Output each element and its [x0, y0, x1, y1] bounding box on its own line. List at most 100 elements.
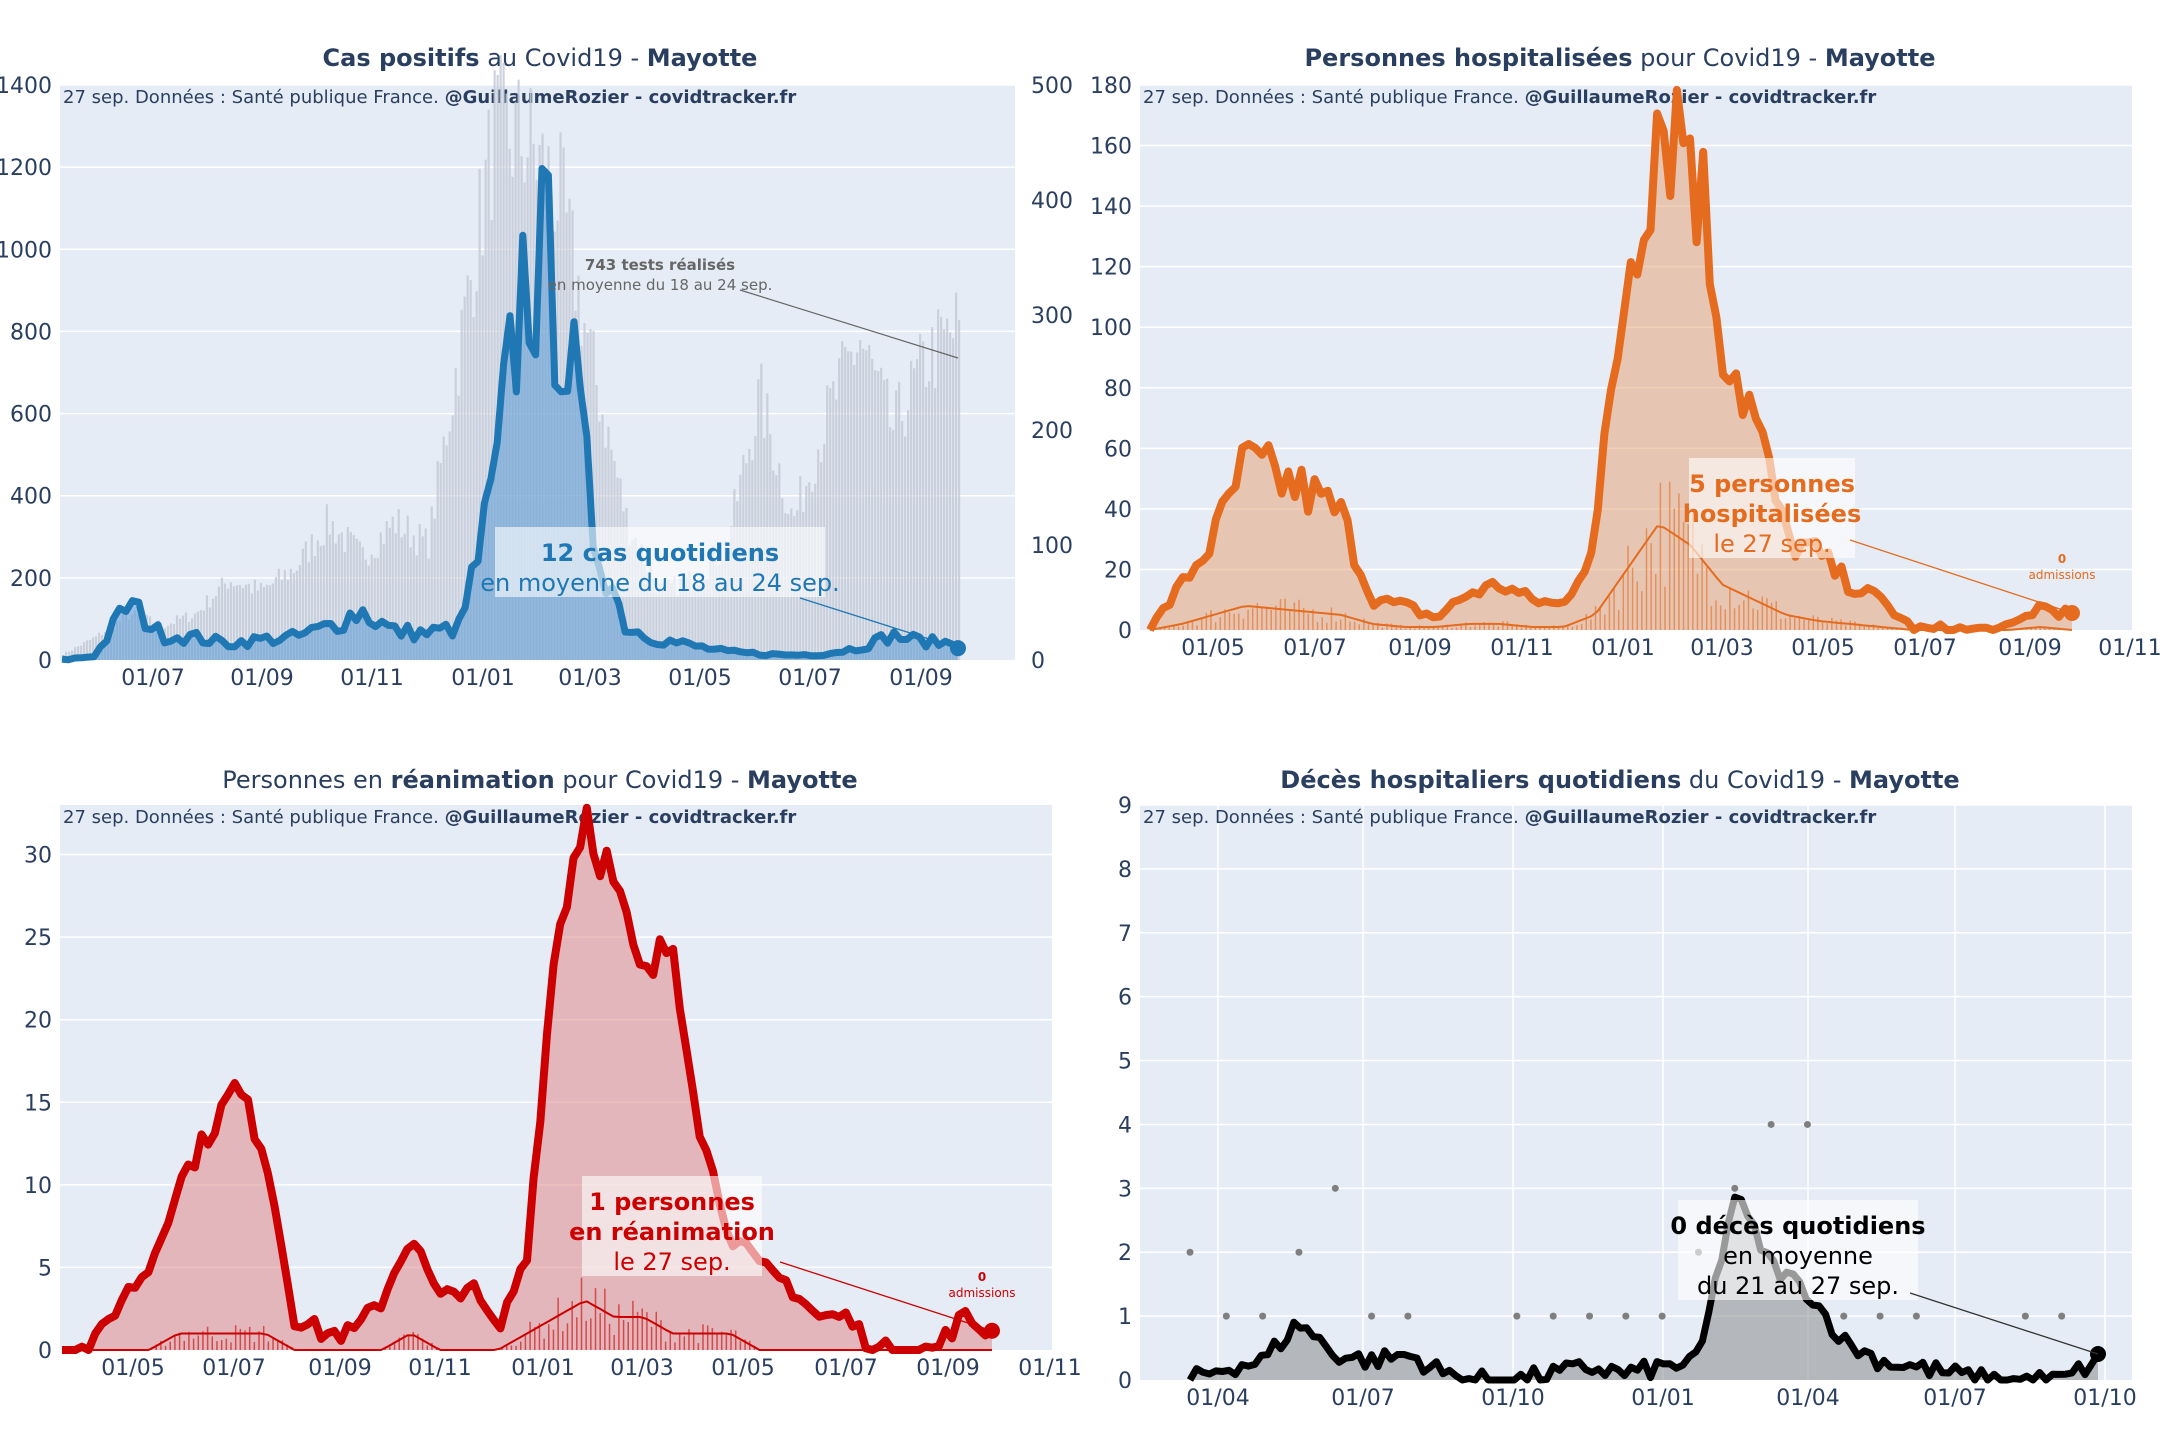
tests-bar: [826, 385, 829, 660]
tests-bar: [634, 537, 637, 660]
admission-bar: [230, 1342, 232, 1350]
tests-bar: [217, 586, 221, 660]
admission-bar: [1557, 627, 1560, 630]
admission-bar: [1196, 625, 1198, 630]
admission-bar: [524, 1335, 527, 1350]
y-tick-label: 0: [38, 649, 52, 674]
tests-bar: [889, 427, 892, 660]
admission-bar: [1705, 567, 1708, 630]
death-dot: [1912, 1312, 1920, 1320]
admission-bar: [178, 1332, 181, 1350]
tests-bar: [928, 381, 931, 660]
x-tick-label: 01/07: [778, 666, 841, 691]
tests-bar: [181, 615, 185, 660]
tests-bar: [862, 348, 865, 660]
admission-bar: [571, 1301, 573, 1350]
death-dot: [1331, 1184, 1339, 1192]
admissions-line: [62, 1300, 992, 1351]
tests-bar: [394, 533, 397, 660]
tests-bar: [82, 642, 86, 660]
admission-bar: [576, 1317, 578, 1350]
tests-bar: [241, 588, 244, 660]
tests-bar: [727, 547, 730, 660]
tests-bar: [457, 395, 460, 660]
tests-bar: [901, 421, 904, 660]
admission-bar: [660, 1320, 662, 1350]
admission-bar: [1844, 625, 1847, 630]
x-tick-label: 01/09: [1998, 636, 2061, 661]
admission-bar: [1353, 621, 1356, 630]
admission-bar: [262, 1326, 265, 1350]
annotation-line1: 0 décès quotidiens: [1670, 1212, 1925, 1240]
admission-bar: [407, 1334, 410, 1350]
admission-bar: [1414, 628, 1416, 630]
tests-bar: [388, 527, 391, 660]
x-tick-label: 01/07: [814, 1356, 877, 1381]
admission-bar: [529, 1321, 531, 1350]
tests-bar: [715, 565, 718, 660]
admission-bar: [192, 1338, 195, 1350]
chart-title: Décès hospitaliers quotidiens du Covid19…: [1280, 766, 1959, 794]
tests-bar: [322, 545, 325, 660]
tests-bar: [700, 581, 703, 660]
chart-hosp: Personnes hospitalisées pour Covid19 - M…: [1090, 44, 2160, 661]
death-dot: [1731, 1184, 1739, 1192]
tests-bar: [373, 557, 376, 660]
tests-bar: [238, 585, 242, 660]
admission-bar: [202, 1331, 204, 1350]
admission-bar: [604, 1288, 606, 1350]
tests-bar: [232, 586, 236, 660]
death-dot: [1840, 1312, 1848, 1320]
admission-bar: [688, 1329, 690, 1350]
admission-bar: [1488, 622, 1490, 630]
admission-bar: [1247, 609, 1249, 630]
admission-bar: [1682, 521, 1685, 630]
death-dot: [1186, 1248, 1194, 1256]
source-note-prefix: 27 sep. Données : Santé publique France.: [63, 807, 445, 828]
admission-bar: [664, 1341, 667, 1350]
admission-bar: [1678, 493, 1680, 630]
tests-bar: [595, 384, 598, 660]
admission-bar: [1840, 619, 1842, 630]
admission-bar: [1576, 625, 1578, 630]
death-dot: [2058, 1312, 2066, 1320]
tests-bar: [259, 582, 262, 660]
x-tick-label: 01/05: [1791, 636, 1854, 661]
tests-bar: [472, 317, 475, 660]
plot-background: [1140, 805, 2132, 1380]
admission-bar: [1492, 622, 1495, 630]
admission-bar: [1687, 524, 1689, 630]
tests-bar: [694, 586, 697, 660]
tests-bar: [655, 592, 658, 660]
tests-bar: [358, 541, 361, 660]
x-tick-label: 01/01: [1631, 1386, 1694, 1411]
main-series-line: [62, 803, 995, 1354]
chart-title: Personnes en réanimation pour Covid19 - …: [222, 766, 857, 794]
tests-bar: [682, 580, 685, 660]
tests-bar: [454, 367, 457, 660]
tests-bar: [310, 534, 313, 660]
chart-rea: Personnes en réanimation pour Covid19 - …: [24, 766, 1082, 1381]
admission-bar: [272, 1338, 274, 1350]
admission-bar: [1886, 627, 1889, 630]
admission-bar: [1613, 588, 1615, 630]
admission-bar: [702, 1324, 704, 1350]
tests-bar: [922, 341, 925, 660]
x-tick-label: 01/05: [101, 1356, 164, 1381]
tests-bar: [643, 564, 646, 660]
admission-bar: [1594, 606, 1597, 630]
y2-tick-label: 0: [1031, 649, 1045, 674]
admission-bar: [692, 1333, 695, 1350]
tests-bar: [385, 521, 388, 660]
y-tick-label: 10: [24, 1174, 52, 1199]
annotation-line3: le 27 sep.: [1713, 530, 1830, 558]
tests-bar: [469, 280, 472, 660]
source-note: 27 sep. Données : Santé publique France.…: [1143, 807, 1876, 828]
admission-bar: [1627, 545, 1629, 630]
admission-bar: [1784, 618, 1787, 630]
tests-bar: [88, 639, 92, 660]
chart-title-part: Personnes hospitalisées: [1304, 44, 1632, 72]
admission-bar: [1455, 627, 1458, 630]
admission-bar: [1534, 627, 1537, 630]
